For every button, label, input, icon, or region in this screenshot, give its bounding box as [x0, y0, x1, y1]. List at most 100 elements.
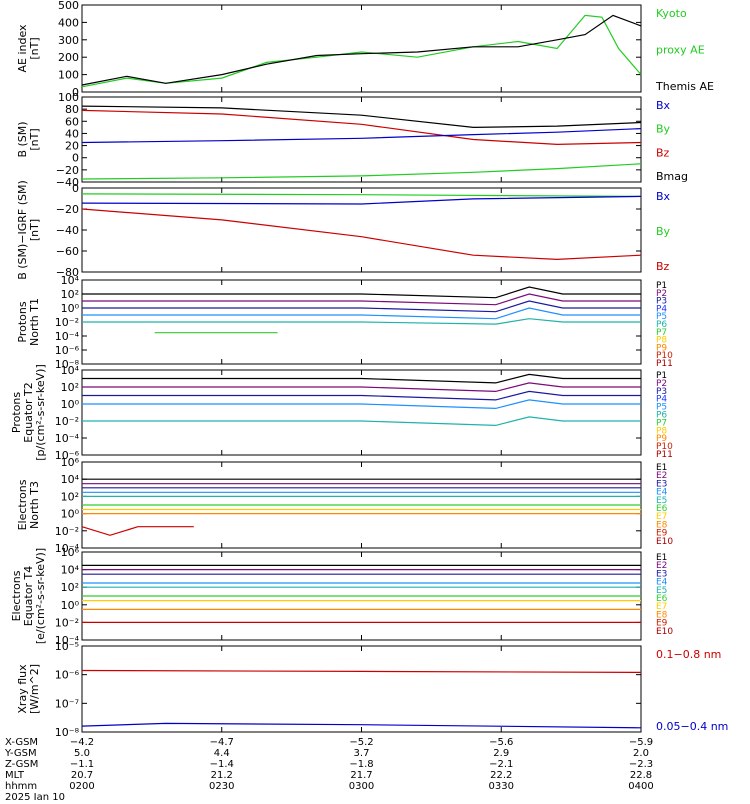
series-line-P5 — [82, 307, 641, 320]
y-axis-label-line: B (SM)−IGRF (SM) — [16, 180, 29, 280]
legend-entry: Bmag — [656, 170, 688, 183]
legend-entry: E7 — [656, 602, 667, 612]
y-axis-label-line: [nT] — [28, 128, 41, 150]
x-tick-value: −1.4 — [210, 759, 234, 770]
x-tick-value: 21.2 — [211, 770, 233, 781]
y-tick-label: 0 — [72, 182, 79, 195]
legend-entry: P6 — [656, 411, 667, 421]
legend-entry: P2 — [656, 289, 667, 299]
y-tick-label: 20 — [65, 140, 79, 153]
y-tick-label: 100 — [58, 69, 79, 82]
y-tick-label: 10² — [61, 288, 79, 301]
y-tick-label: 10⁰ — [61, 508, 80, 521]
series-line-P5 — [82, 399, 641, 410]
y-tick-label: 200 — [58, 51, 79, 64]
series-line-By — [81, 163, 642, 180]
x-tick-value: −2.3 — [629, 759, 653, 770]
y-tick-label: −20 — [56, 164, 79, 177]
x-tick-value: −5.9 — [629, 737, 653, 748]
x-tick-value: −5.6 — [489, 737, 513, 748]
y-tick-label: 10² — [61, 381, 79, 394]
x-tick-value: 22.8 — [630, 770, 652, 781]
y-axis-label-line: [W/m^2] — [28, 664, 41, 714]
y-tick-label: −80 — [56, 266, 79, 279]
y-tick-label: 80 — [65, 103, 79, 116]
legend-entry: P5 — [656, 312, 667, 322]
y-tick-label: 10⁴ — [61, 364, 80, 377]
y-axis-label-line: [nT] — [28, 37, 41, 59]
series-line-P2 — [82, 382, 641, 393]
y-tick-label: −20 — [56, 203, 79, 216]
legend-entry: E8 — [656, 520, 668, 530]
legend-entry: E6 — [656, 504, 668, 514]
y-tick-label: 10⁻⁴ — [55, 432, 80, 445]
legend-entry: E9 — [656, 529, 668, 539]
x-tick-value: −1.8 — [349, 759, 373, 770]
legend-entry: E9 — [656, 619, 668, 629]
legend-entry: P7 — [656, 418, 667, 428]
y-tick-label: 10⁰ — [61, 302, 80, 315]
x-tick-value: 3.7 — [354, 748, 370, 759]
legend-entry: P9 — [656, 434, 667, 444]
legend-entry: P2 — [656, 379, 667, 389]
panel-ae: 500 400 300 200 100 0 AE index[nT] Kyoto proxy A… — [16, 0, 714, 99]
panel-frame — [81, 369, 642, 456]
y-tick-label: 10⁻² — [55, 316, 79, 329]
legend-entry: E2 — [656, 561, 667, 571]
y-tick-label: 10⁻⁶ — [55, 344, 80, 357]
series-line-P6 — [82, 318, 641, 325]
y-tick-label: 10⁻⁷ — [55, 697, 79, 710]
y-axis-label: AE index[nT] — [16, 24, 41, 73]
y-axis-label-line: B (SM) — [16, 121, 29, 157]
y-tick-label: 10⁻⁴ — [55, 330, 80, 343]
y-tick-label: 10⁰ — [61, 398, 80, 411]
legend-entry: P6 — [656, 320, 667, 330]
y-axis-label-line: [p/(cm²-s-sr-keV)] — [34, 364, 47, 461]
legend-entry: E3 — [656, 479, 667, 489]
y-axis-label-line: Xray flux — [16, 664, 29, 714]
x-tick-value: 0400 — [628, 781, 653, 792]
y-axis-label-line: Electrons — [16, 479, 29, 530]
y-tick-label: 100 — [58, 91, 79, 104]
legend-entry: proxy AE — [656, 44, 705, 57]
series-line-By — [81, 193, 642, 197]
y-tick-label: 10⁻⁸ — [55, 358, 80, 371]
y-tick-label: 10⁴ — [61, 274, 80, 287]
series-line-Bx — [81, 128, 642, 144]
legend-entry: E4 — [656, 488, 668, 498]
y-tick-label: 10⁻⁶ — [55, 449, 80, 462]
x-row-label: hhmm — [5, 781, 37, 792]
legend-entry: By — [656, 123, 671, 136]
y-axis-label-line: Equator T4 — [22, 566, 35, 626]
x-tick-value: 20.7 — [71, 770, 93, 781]
y-tick-label: 0 — [72, 86, 79, 99]
x-tick-value: 2.0 — [633, 748, 649, 759]
series-line-Bx — [81, 195, 642, 205]
legend-entry: E10 — [656, 537, 673, 547]
x-row-label: Y-GSM — [4, 748, 37, 759]
legend-entry: P7 — [656, 328, 667, 338]
legend-entry: P11 — [656, 450, 673, 460]
y-tick-label: 10⁻² — [55, 616, 79, 629]
y-axis-label-line: Electrons — [10, 570, 23, 621]
y-axis-label: B (SM)[nT] — [16, 121, 41, 157]
y-axis-label-line: North T3 — [28, 481, 41, 529]
legend-entry: P10 — [656, 351, 673, 361]
series-line-P2 — [82, 293, 641, 306]
series-line-0-1-0-8-nm — [81, 669, 642, 674]
legend-entry: P8 — [656, 336, 667, 346]
legend-entry: E8 — [656, 610, 668, 620]
y-axis-label-line: Equator T2 — [22, 382, 35, 442]
legend-entry: P3 — [656, 297, 667, 307]
legend-entry: By — [656, 225, 671, 238]
series-line-P3 — [82, 390, 641, 401]
series-line-Kyoto-proxy-AE — [81, 14, 642, 88]
y-tick-label: 40 — [65, 127, 79, 140]
y-tick-label: 10⁻² — [55, 525, 79, 538]
y-tick-label: 10⁻⁶ — [55, 669, 80, 682]
series-line-0-05-0-4-nm — [81, 722, 642, 729]
legend-entry: E7 — [656, 512, 667, 522]
legend-entry: Bz — [656, 146, 670, 159]
